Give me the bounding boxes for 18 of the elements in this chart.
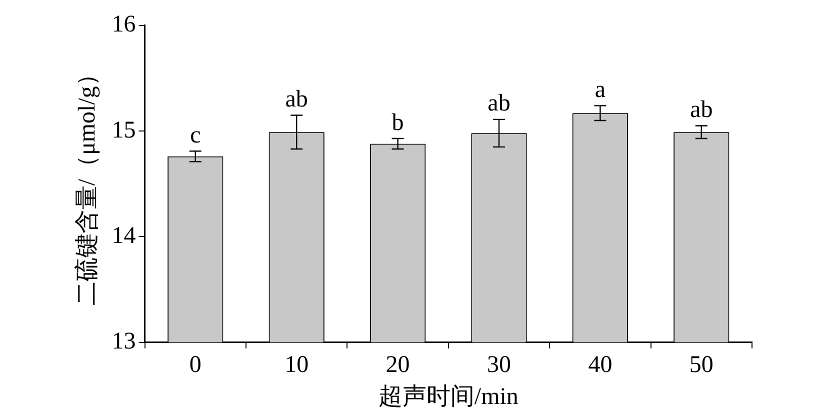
y-tick-label: 15 xyxy=(112,117,136,144)
annotation: ab xyxy=(690,97,713,124)
y-tick-label: 14 xyxy=(112,223,136,250)
y-axis-title: 二硫键含量/（μmol/g） xyxy=(74,62,101,306)
y-tick-label: 13 xyxy=(112,328,136,355)
annotation: a xyxy=(594,77,606,104)
x-tick-label: 50 xyxy=(689,352,714,378)
x-tick-label: 40 xyxy=(588,352,612,378)
annotation: ab xyxy=(488,90,510,117)
x-tick-label: 30 xyxy=(487,352,511,378)
x-axis-title: 超声时间/min xyxy=(378,384,518,410)
annotation: b xyxy=(392,110,404,136)
x-tick-label: 20 xyxy=(386,352,410,378)
annotation: c xyxy=(190,122,201,148)
x-tick-label: 10 xyxy=(284,352,309,378)
y-tick-label: 16 xyxy=(112,12,136,38)
x-tick-label: 0 xyxy=(189,352,202,378)
annotation: ab xyxy=(285,86,308,113)
